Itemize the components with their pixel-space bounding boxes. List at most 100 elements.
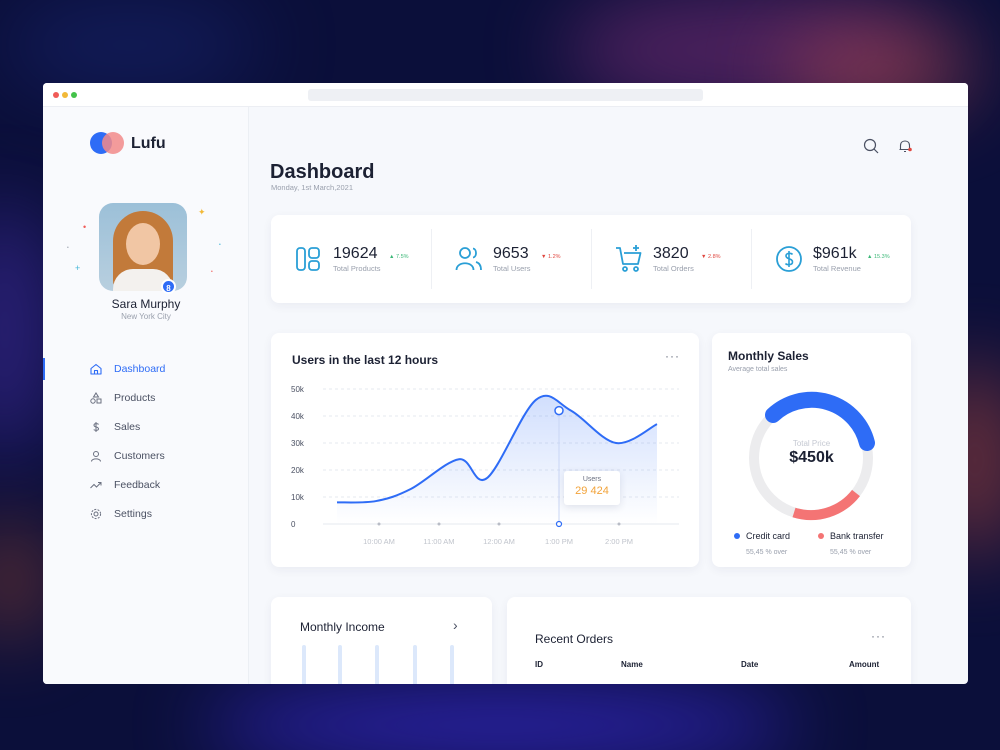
stat-total-products[interactable]: 19624 ▲ 7.5% Total Products (271, 215, 431, 303)
sidebar-item-label: Sales (114, 420, 141, 433)
sidebar-item-label: Settings (114, 507, 152, 520)
sidebar-nav: Dashboard Products Sales Customers (43, 354, 249, 528)
browser-titlebar (43, 83, 968, 107)
legend-dot (818, 533, 824, 539)
divider (591, 229, 592, 289)
stat-total-revenue[interactable]: $961k ▲ 15.3% Total Revenue (751, 215, 911, 303)
users-icon (455, 247, 482, 271)
donut-segment-credit-card (765, 391, 875, 451)
stat-label: Total Products (333, 264, 381, 273)
sidebar-item-label: Feedback (114, 478, 161, 491)
background-blob (0, 0, 260, 90)
x-tick-label: 11:00 AM (423, 537, 454, 546)
cart-icon (616, 245, 642, 272)
y-tick-label: 30k (291, 439, 305, 448)
gear-icon (89, 507, 103, 521)
stats-card: 19624 ▲ 7.5% Total Products 9653 ▼ 1.2% … (271, 215, 911, 303)
y-tick-label: 40k (291, 412, 305, 421)
donut-segment-bank-transfer (792, 489, 860, 521)
card-title: Recent Orders (535, 632, 614, 646)
maximize-window-button[interactable] (71, 92, 77, 98)
products-icon (296, 247, 320, 271)
sidebar-item-label: Products (114, 391, 156, 404)
logo-icon (90, 132, 126, 154)
notifications-button[interactable] (896, 137, 914, 155)
legend-dot (734, 533, 740, 539)
legend-name: Credit card (746, 531, 791, 541)
trend-down-indicator: ▼ 2.8% (701, 254, 721, 260)
column-header-date[interactable]: Date (741, 660, 759, 669)
stat-value: 9653 (493, 245, 529, 262)
shapes-icon (89, 391, 103, 405)
monthly-income-card: Monthly Income › (271, 597, 492, 684)
sidebar-item-sales[interactable]: Sales (43, 412, 249, 441)
donut-center-label: Total Price (792, 439, 831, 448)
income-bar (302, 645, 306, 684)
browser-window: Lufu • ✦ + • • • 8 Sara Murphy New York … (43, 83, 968, 684)
divider (751, 229, 752, 289)
dollar-icon (89, 420, 103, 434)
recent-orders-card: Recent Orders ··· (507, 597, 911, 684)
sparkle-icon: • (67, 245, 69, 251)
sidebar-item-label: Dashboard (114, 362, 166, 375)
stat-value: 3820 (653, 245, 689, 262)
income-bar (375, 645, 379, 684)
x-tick-label: 10:00 AM (363, 537, 395, 546)
divider (431, 229, 432, 289)
chevron-right-icon[interactable]: › (453, 617, 458, 633)
sidebar-item-dashboard[interactable]: Dashboard (43, 354, 249, 383)
column-header-id[interactable]: ID (535, 660, 543, 669)
trend-up-indicator: ▲ 15.3% (867, 254, 890, 260)
users-line-chart: 50k 40k 30k 20k 10k 0 10:00 AM 11:00 AM 12:00 AM… (291, 385, 679, 546)
minimize-window-button[interactable] (62, 92, 68, 98)
more-options-button[interactable]: ··· (871, 629, 886, 643)
sparkle-icon: • (83, 222, 87, 232)
x-tick-label: 2:00 PM (605, 537, 633, 546)
sales-donut-chart (749, 391, 875, 521)
main-content: Dashboard Monday, 1st March,2021 19624 ▲… (249, 107, 968, 684)
tooltip-label: Users (582, 476, 602, 483)
bell-icon (899, 140, 912, 153)
sidebar-item-feedback[interactable]: Feedback (43, 470, 249, 499)
legend-bank-transfer: Bank transfer 55,45 % over (818, 526, 908, 556)
stat-total-orders[interactable]: 3820 ▼ 2.8% Total Orders (591, 215, 751, 303)
y-tick-label: 50k (291, 385, 305, 394)
user-city: New York City (121, 312, 171, 321)
y-tick-label: 20k (291, 466, 305, 475)
sparkle-icon: ✦ (198, 207, 206, 217)
y-tick-label: 0 (291, 520, 296, 529)
income-bar (338, 645, 342, 684)
column-header-amount[interactable]: Amount (849, 660, 880, 669)
more-options-button[interactable]: ··· (665, 349, 680, 363)
legend-name: Bank transfer (830, 531, 884, 541)
home-icon (89, 362, 103, 376)
sidebar-item-label: Customers (114, 449, 165, 462)
dollar-circle-icon (776, 246, 802, 272)
close-window-button[interactable] (53, 92, 59, 98)
search-button[interactable] (862, 137, 880, 155)
sparkle-icon: + (75, 263, 81, 273)
card-title: Monthly Income (300, 620, 385, 634)
x-tick-label: 12:00 AM (483, 537, 515, 546)
highlighted-x-marker (555, 520, 563, 528)
trend-down-indicator: ▼ 1.2% (541, 254, 561, 260)
sidebar-item-settings[interactable]: Settings (43, 499, 249, 528)
sidebar-item-products[interactable]: Products (43, 383, 249, 412)
legend-sub: 55,45 % over (830, 549, 872, 556)
stat-label: Total Orders (653, 264, 694, 273)
avatar[interactable] (99, 203, 187, 291)
trend-up-indicator: ▲ 7.5% (389, 254, 409, 260)
sidebar-item-customers[interactable]: Customers (43, 441, 249, 470)
stat-value: $961k (813, 245, 857, 262)
stat-total-users[interactable]: 9653 ▼ 1.2% Total Users (431, 215, 591, 303)
highlighted-point (554, 405, 564, 416)
income-bar (450, 645, 454, 684)
address-bar[interactable] (308, 89, 703, 101)
column-header-name[interactable]: Name (621, 660, 643, 669)
stat-value: 19624 (333, 245, 378, 262)
app-name: Lufu (131, 135, 166, 152)
legend-sub: 55,45 % over (746, 549, 788, 556)
series-line (336, 394, 658, 504)
card-subtitle: Average total sales (728, 366, 788, 373)
page-title: Dashboard (270, 161, 375, 183)
